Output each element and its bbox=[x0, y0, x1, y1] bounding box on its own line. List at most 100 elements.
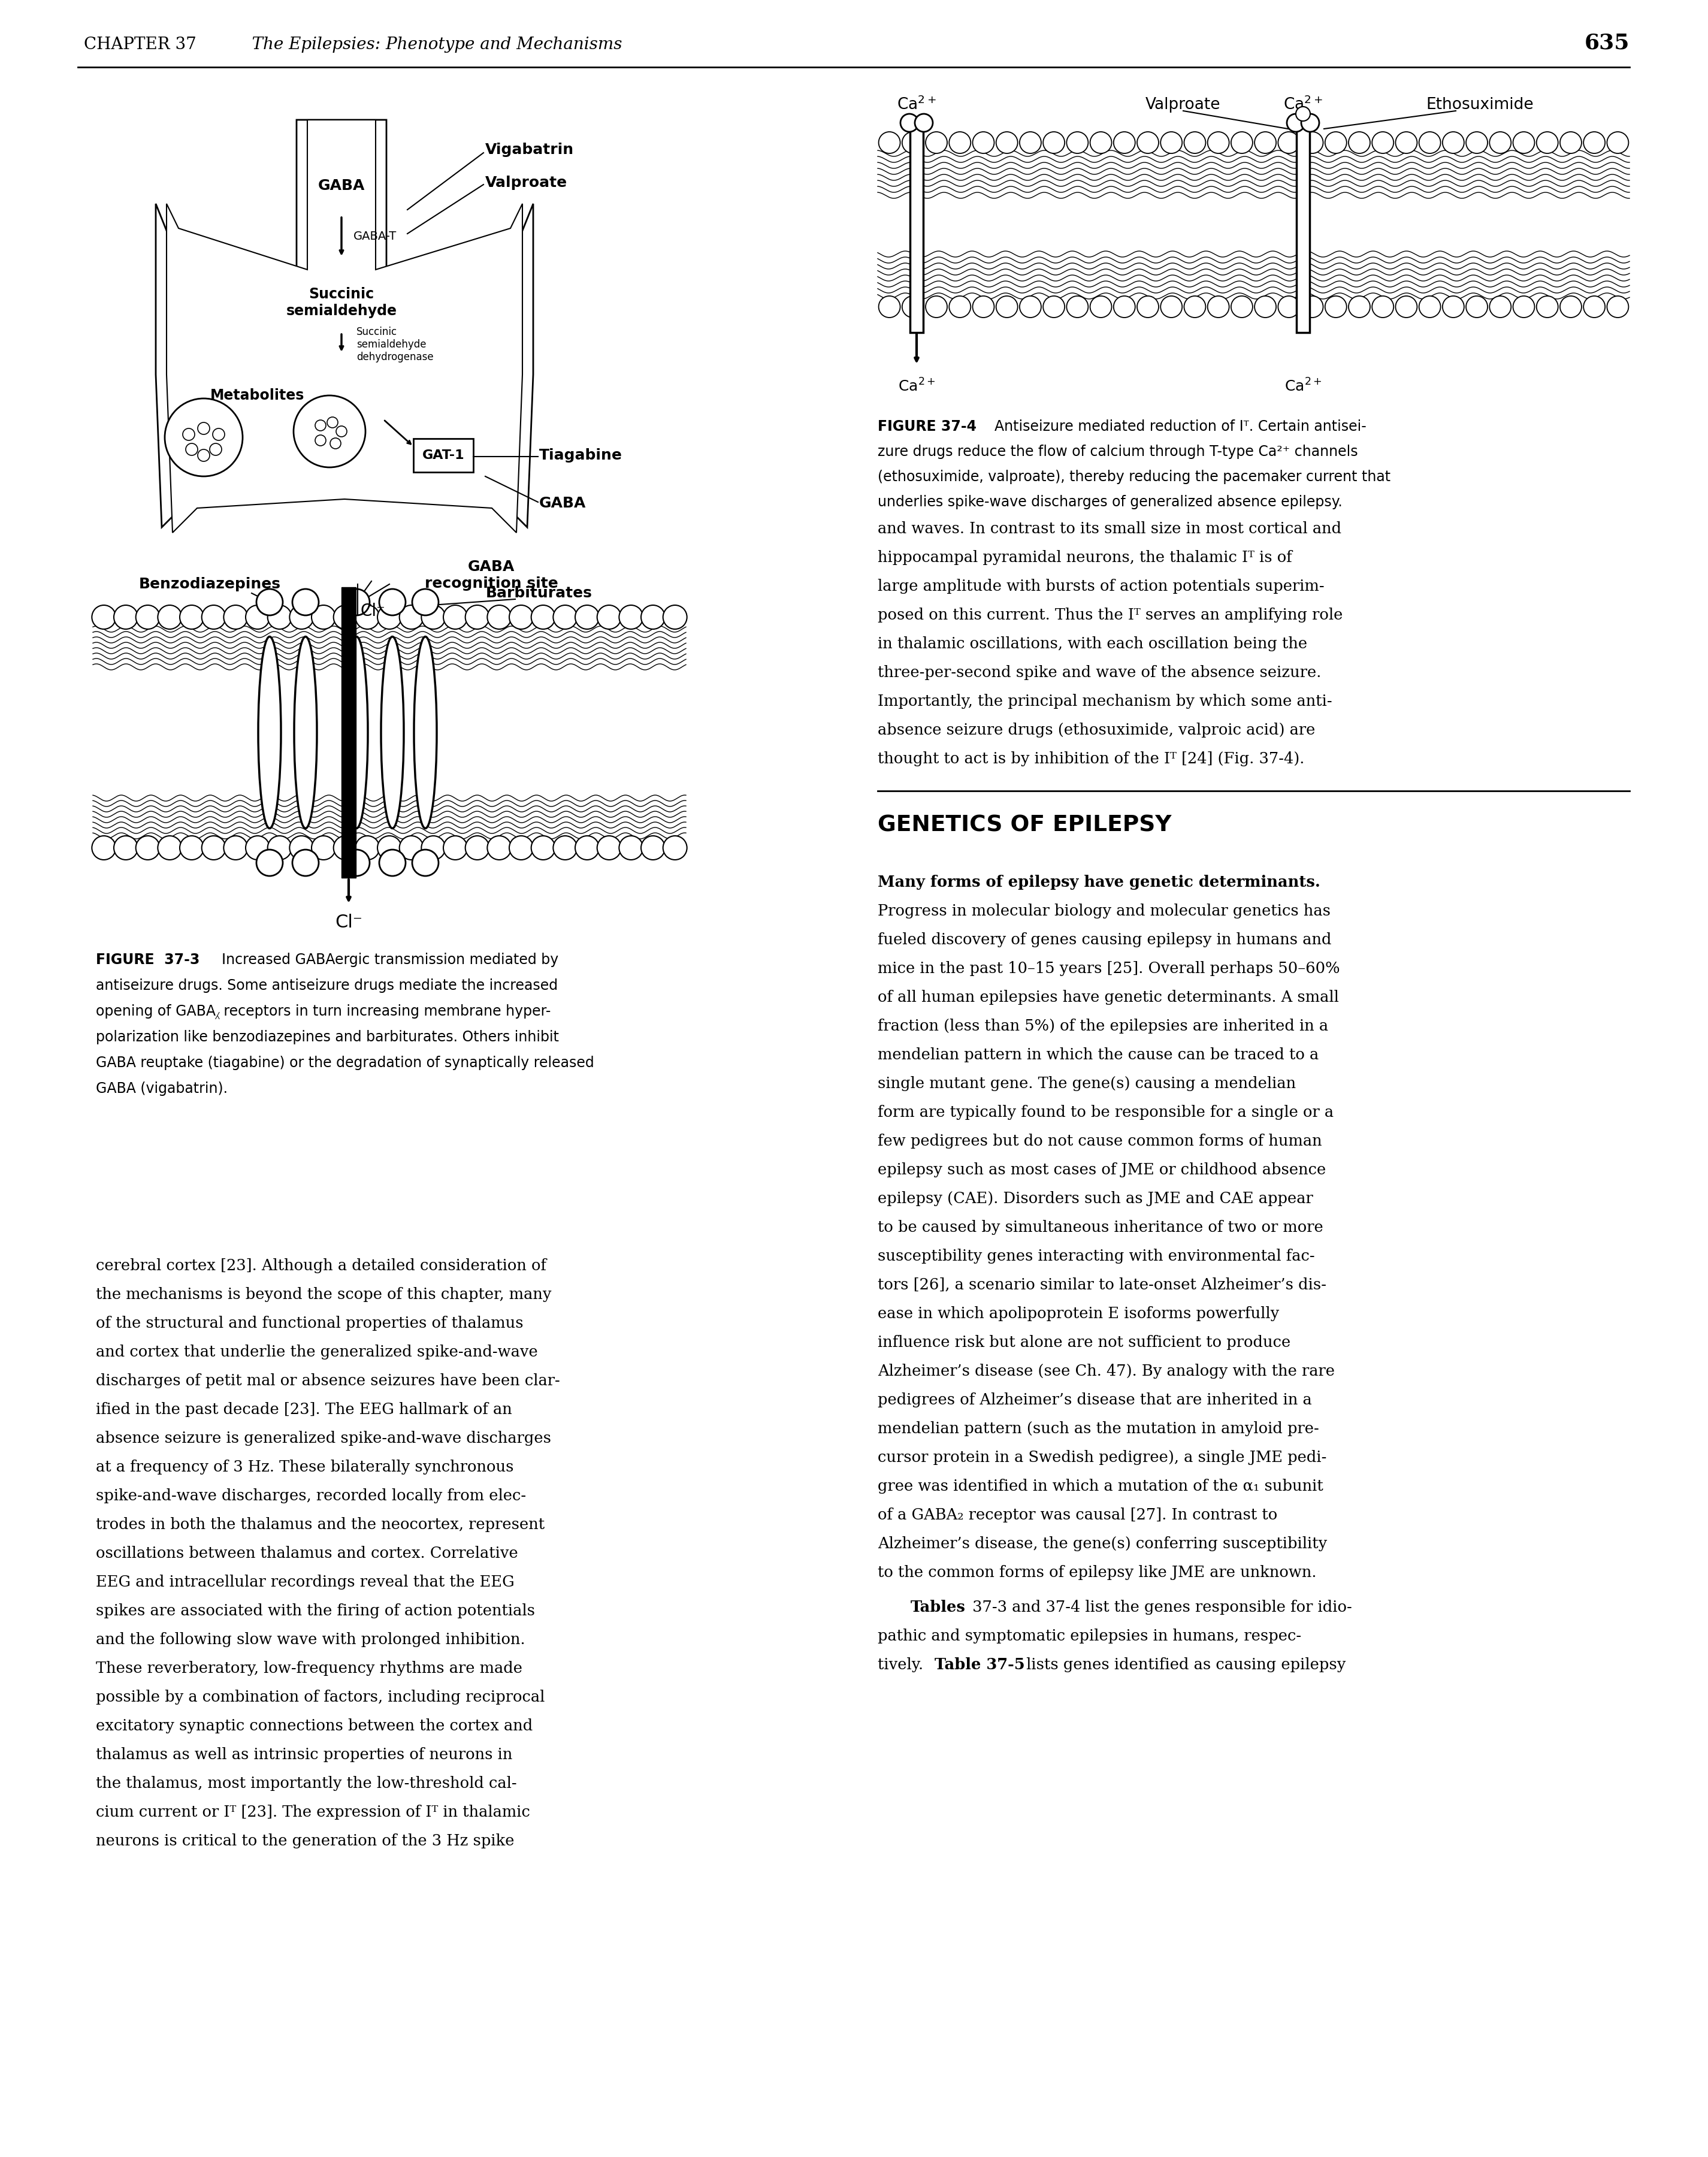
Circle shape bbox=[1489, 296, 1512, 317]
Circle shape bbox=[598, 835, 622, 861]
Circle shape bbox=[1395, 132, 1418, 153]
Text: influence risk but alone are not sufficient to produce: influence risk but alone are not suffici… bbox=[878, 1335, 1291, 1350]
Circle shape bbox=[902, 296, 924, 317]
Circle shape bbox=[1513, 296, 1534, 317]
Text: GABA-T: GABA-T bbox=[354, 231, 396, 242]
Text: and the following slow wave with prolonged inhibition.: and the following slow wave with prolong… bbox=[96, 1633, 524, 1648]
Text: EEG and intracellular recordings reveal that the EEG: EEG and intracellular recordings reveal … bbox=[96, 1575, 514, 1590]
Text: Benzodiazepines: Benzodiazepines bbox=[138, 576, 280, 591]
Text: three-per-second spike and wave of the absence seizure.: three-per-second spike and wave of the a… bbox=[878, 664, 1322, 679]
Circle shape bbox=[400, 835, 424, 861]
Circle shape bbox=[379, 850, 405, 876]
Text: Ca$^{2+}$: Ca$^{2+}$ bbox=[898, 377, 936, 395]
Circle shape bbox=[114, 835, 138, 861]
Text: Valproate: Valproate bbox=[485, 175, 567, 190]
Circle shape bbox=[1301, 114, 1319, 132]
Circle shape bbox=[311, 606, 335, 630]
Text: GABA
recognition site: GABA recognition site bbox=[425, 559, 559, 591]
Circle shape bbox=[900, 114, 919, 132]
Circle shape bbox=[268, 835, 292, 861]
Circle shape bbox=[487, 606, 511, 630]
Text: at a frequency of 3 Hz. These bilaterally synchronous: at a frequency of 3 Hz. These bilaterall… bbox=[96, 1460, 514, 1475]
Circle shape bbox=[400, 606, 424, 630]
Text: cium current or Iᵀ [23]. The expression of Iᵀ in thalamic: cium current or Iᵀ [23]. The expression … bbox=[96, 1805, 529, 1821]
Text: epilepsy such as most cases of JME or childhood absence: epilepsy such as most cases of JME or ch… bbox=[878, 1163, 1325, 1178]
Circle shape bbox=[926, 132, 948, 153]
Circle shape bbox=[377, 835, 401, 861]
Text: trodes in both the thalamus and the neocortex, represent: trodes in both the thalamus and the neoc… bbox=[96, 1516, 545, 1531]
Circle shape bbox=[576, 835, 600, 861]
Circle shape bbox=[915, 114, 933, 132]
Polygon shape bbox=[155, 121, 533, 526]
Circle shape bbox=[422, 606, 446, 630]
Circle shape bbox=[1537, 132, 1558, 153]
Text: zure drugs reduce the flow of calcium through T-type Ca²⁺ channels: zure drugs reduce the flow of calcium th… bbox=[878, 444, 1358, 459]
Text: FIGURE  37-3: FIGURE 37-3 bbox=[96, 953, 200, 966]
Circle shape bbox=[179, 606, 203, 630]
Text: opening of GABA⁁ receptors in turn increasing membrane hyper-: opening of GABA⁁ receptors in turn incre… bbox=[96, 1005, 550, 1020]
Circle shape bbox=[996, 132, 1018, 153]
Circle shape bbox=[1489, 132, 1512, 153]
Circle shape bbox=[157, 606, 181, 630]
Circle shape bbox=[663, 835, 687, 861]
Circle shape bbox=[950, 132, 970, 153]
Circle shape bbox=[268, 606, 292, 630]
Text: Alzheimer’s disease, the gene(s) conferring susceptibility: Alzheimer’s disease, the gene(s) conferr… bbox=[878, 1536, 1327, 1551]
Circle shape bbox=[290, 606, 314, 630]
Text: Importantly, the principal mechanism by which some anti-: Importantly, the principal mechanism by … bbox=[878, 695, 1332, 710]
Circle shape bbox=[1296, 106, 1310, 121]
Text: discharges of petit mal or absence seizures have been clar-: discharges of petit mal or absence seizu… bbox=[96, 1374, 560, 1389]
Circle shape bbox=[1607, 296, 1628, 317]
Circle shape bbox=[202, 606, 225, 630]
Circle shape bbox=[1020, 296, 1042, 317]
Circle shape bbox=[164, 399, 243, 477]
Circle shape bbox=[311, 835, 335, 861]
Circle shape bbox=[328, 416, 338, 427]
Circle shape bbox=[509, 606, 533, 630]
Circle shape bbox=[333, 606, 357, 630]
Bar bbox=[910, 116, 924, 332]
Circle shape bbox=[1583, 296, 1606, 317]
Text: tively.: tively. bbox=[878, 1657, 927, 1672]
Text: thought to act is by inhibition of the Iᵀ [24] (Fig. 37-4).: thought to act is by inhibition of the I… bbox=[878, 751, 1305, 766]
Circle shape bbox=[1231, 132, 1252, 153]
Text: Ca$^{2+}$: Ca$^{2+}$ bbox=[1284, 377, 1322, 395]
Circle shape bbox=[531, 606, 555, 630]
Circle shape bbox=[1395, 296, 1418, 317]
Circle shape bbox=[1286, 114, 1305, 132]
Circle shape bbox=[1278, 132, 1300, 153]
Text: the thalamus, most importantly the low-threshold cal-: the thalamus, most importantly the low-t… bbox=[96, 1775, 518, 1790]
Circle shape bbox=[1443, 132, 1464, 153]
Text: mendelian pattern (such as the mutation in amyloid pre-: mendelian pattern (such as the mutation … bbox=[878, 1421, 1319, 1437]
Circle shape bbox=[618, 835, 642, 861]
Text: neurons is critical to the generation of the 3 Hz spike: neurons is critical to the generation of… bbox=[96, 1833, 514, 1849]
Text: few pedigrees but do not cause common forms of human: few pedigrees but do not cause common fo… bbox=[878, 1135, 1322, 1148]
Circle shape bbox=[1419, 132, 1440, 153]
Text: mendelian pattern in which the cause can be traced to a: mendelian pattern in which the cause can… bbox=[878, 1048, 1319, 1063]
Text: Many forms of epilepsy have genetic determinants.: Many forms of epilepsy have genetic dete… bbox=[878, 876, 1320, 889]
Text: in thalamic oscillations, with each oscillation being the: in thalamic oscillations, with each osci… bbox=[878, 636, 1307, 651]
Circle shape bbox=[509, 835, 533, 861]
Circle shape bbox=[202, 835, 225, 861]
Circle shape bbox=[1537, 296, 1558, 317]
Text: GAT-1: GAT-1 bbox=[422, 449, 465, 462]
Circle shape bbox=[1465, 132, 1488, 153]
Circle shape bbox=[1184, 132, 1206, 153]
Circle shape bbox=[1066, 296, 1088, 317]
Circle shape bbox=[531, 835, 555, 861]
Text: The Epilepsies: Phenotype and Mechanisms: The Epilepsies: Phenotype and Mechanisms bbox=[231, 37, 622, 52]
Circle shape bbox=[640, 835, 664, 861]
Circle shape bbox=[1114, 296, 1136, 317]
Circle shape bbox=[1443, 296, 1464, 317]
Circle shape bbox=[137, 606, 161, 630]
Text: GABA reuptake (tiagabine) or the degradation of synaptically released: GABA reuptake (tiagabine) or the degrada… bbox=[96, 1055, 594, 1070]
Circle shape bbox=[294, 395, 366, 468]
Ellipse shape bbox=[294, 636, 318, 828]
Circle shape bbox=[1278, 296, 1300, 317]
Circle shape bbox=[1255, 296, 1276, 317]
Text: Barbiturates: Barbiturates bbox=[485, 587, 593, 600]
Circle shape bbox=[1090, 296, 1112, 317]
Circle shape bbox=[292, 850, 319, 876]
Circle shape bbox=[1255, 132, 1276, 153]
Circle shape bbox=[926, 296, 948, 317]
